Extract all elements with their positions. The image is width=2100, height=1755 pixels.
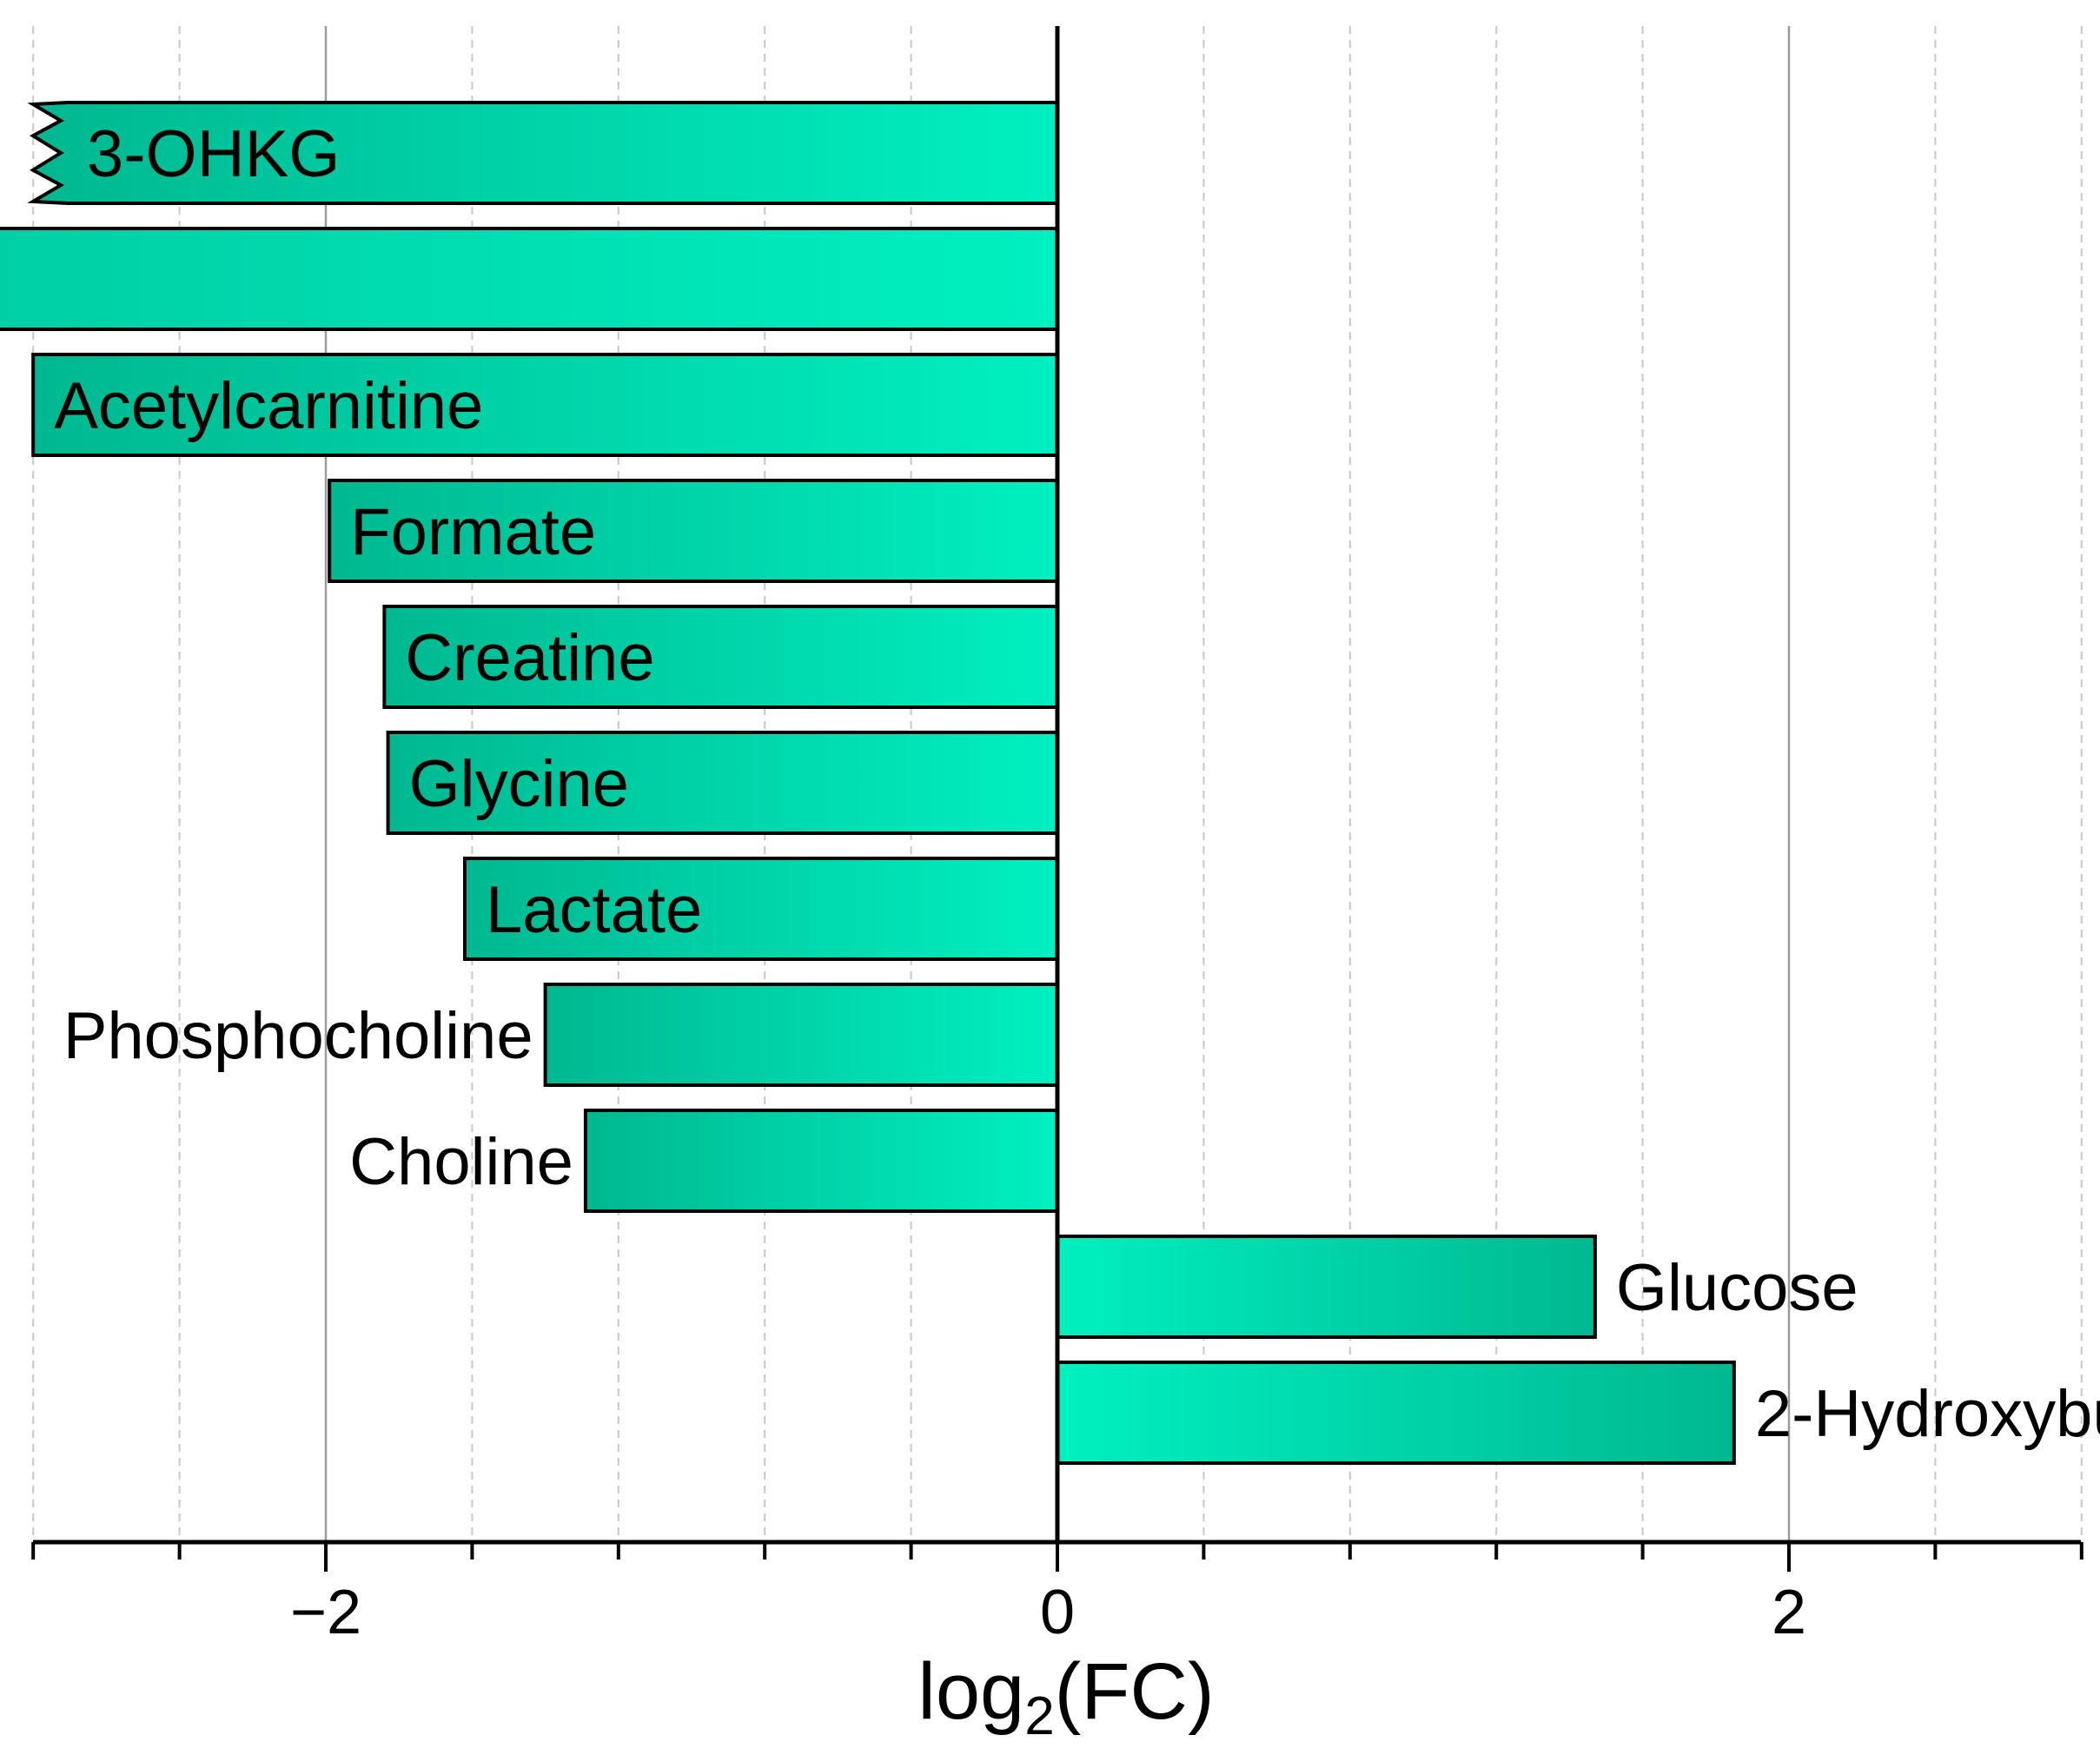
bar-2-hydroxybutyrate (1056, 1361, 1736, 1465)
bar-label-lactate: Lactate (486, 873, 702, 947)
bar-label-glycine: Glycine (409, 747, 629, 821)
bar-label-acetylcarnitine: Acetylcarnitine (54, 369, 483, 443)
bar-glucose (1056, 1235, 1597, 1339)
bar-label-glucose: Glucose (1616, 1251, 1858, 1325)
bar-phosphocholine (543, 983, 1059, 1087)
x-axis-title-subscript: 2 (1024, 1686, 1054, 1746)
bar-label-creatine: Creatine (405, 621, 654, 695)
bar-label-2-hydroxybutyrate: 2-Hydroxybutyrate (1755, 1377, 2100, 1451)
bar-creatine (382, 605, 1059, 709)
x-axis-title-main: log (918, 1647, 1024, 1736)
x-axis: −4−2024 (31, 26, 2083, 1647)
bars (0, 101, 1736, 1465)
bar-choline (583, 1109, 1059, 1213)
x-tick-label: 0 (1040, 1578, 1075, 1647)
bar-label-formate: Formate (350, 495, 596, 569)
x-tick-label: −2 (290, 1578, 361, 1647)
bar-label-3-ohkg: 3-OHKG (87, 117, 340, 191)
bar-3-ohkg (27, 101, 1059, 205)
x-tick-label: 2 (1772, 1578, 1806, 1647)
bar-label-phosphocholine: Phosphocholine (63, 999, 533, 1073)
x-axis-title: log2(FC) (918, 1647, 1214, 1746)
x-axis-title-tail: (FC) (1055, 1647, 1215, 1736)
bar-labels: 3-OHKGmyo-InositolAcetylcarnitineFormate… (54, 117, 2100, 1451)
bar-label-choline: Choline (349, 1125, 573, 1199)
bar-myo-inositol (0, 227, 1059, 331)
